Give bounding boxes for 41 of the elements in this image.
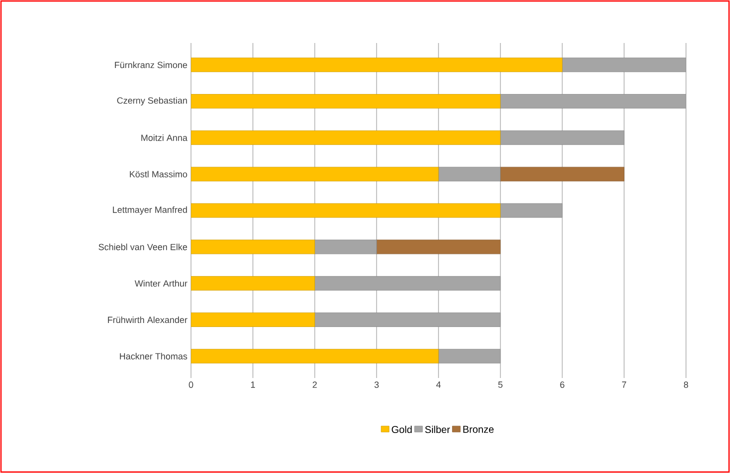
legend-label: Silber — [425, 426, 450, 434]
bar — [500, 130, 624, 145]
bar — [191, 94, 501, 108]
x-tick-label: 8 — [684, 382, 688, 388]
bar — [500, 203, 562, 218]
bar — [191, 203, 501, 218]
bar — [376, 240, 501, 254]
y-tick-label: Köstl Massimo — [130, 170, 188, 178]
x-tick-label: 2 — [312, 382, 317, 388]
x-tick-label: 0 — [188, 382, 194, 388]
bar — [191, 276, 315, 291]
y-tick-label: Schiebl van Veen Elke — [98, 244, 188, 250]
y-tick-label: Czerny Sebastian — [117, 97, 187, 106]
x-tick-label: 1 — [251, 382, 255, 388]
y-tick-label: Fürnkranz Simone — [114, 62, 188, 68]
x-tick-label: 3 — [374, 382, 379, 388]
bar — [438, 348, 501, 364]
y-tick-label: Moitzi Anna — [141, 134, 188, 141]
bar — [562, 58, 686, 72]
bar — [191, 58, 562, 72]
bar — [314, 276, 501, 291]
y-tick-label: Frühwirth Alexander — [108, 316, 188, 324]
bar — [438, 166, 501, 182]
bar — [191, 130, 501, 145]
bar — [191, 348, 439, 364]
bar — [191, 240, 315, 254]
y-tick-label: Hackner Thomas — [120, 352, 188, 360]
x-tick-label: 6 — [560, 382, 564, 388]
bar — [500, 94, 686, 108]
bar — [191, 312, 315, 327]
bar — [314, 240, 377, 254]
bar — [191, 166, 439, 182]
bar — [314, 312, 501, 327]
legend-label: Bronze — [463, 426, 494, 433]
bar — [500, 166, 624, 182]
y-tick-label: Lettmayer Manfred — [112, 206, 187, 215]
x-tick-label: 5 — [498, 382, 502, 388]
legend-label: Gold — [392, 426, 412, 434]
x-tick-label: 4 — [436, 382, 441, 388]
y-tick-label: Winter Arthur — [134, 280, 188, 287]
x-tick-label: 7 — [622, 382, 626, 388]
